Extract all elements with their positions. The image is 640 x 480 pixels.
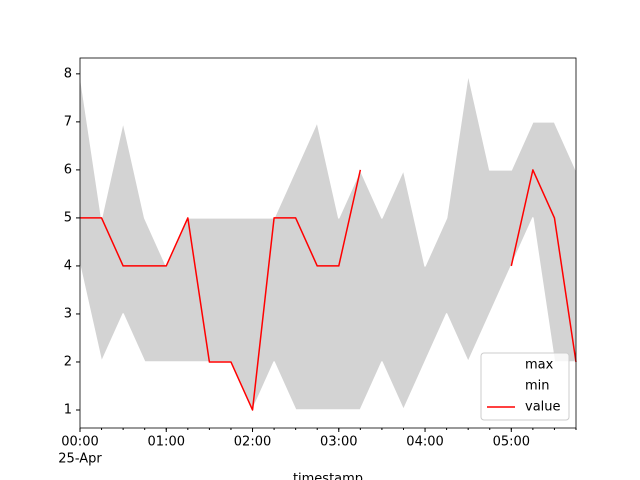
y-tick-label: 7 <box>64 114 72 129</box>
series-line <box>80 169 577 411</box>
y-tick-label: 4 <box>64 258 72 273</box>
x-tick-label: 00:00 <box>61 435 98 450</box>
x-tick-label: 01:00 <box>148 435 185 450</box>
y-tick-label: 8 <box>64 66 72 81</box>
x-tick-label: 03:00 <box>320 435 357 450</box>
y-tick-label: 1 <box>64 402 72 417</box>
legend-box <box>480 352 570 421</box>
plot-frame <box>79 57 577 429</box>
legend-label: max <box>525 358 554 373</box>
y-tick-label: 3 <box>64 306 72 321</box>
x-axis-label: timestamp <box>293 472 363 480</box>
series-line <box>79 73 577 267</box>
y-tick-label: 2 <box>64 354 72 369</box>
y-tick-label: 6 <box>64 162 72 177</box>
series-line <box>79 217 576 411</box>
x-date-label: 25-Apr <box>58 452 102 467</box>
x-tick-label: 05:00 <box>493 435 530 450</box>
x-tick-label: 02:00 <box>234 435 271 450</box>
legend-label: min <box>525 379 550 394</box>
y-tick-label: 5 <box>64 210 72 225</box>
legend-label: value <box>525 400 561 415</box>
x-tick-label: 04:00 <box>406 435 443 450</box>
